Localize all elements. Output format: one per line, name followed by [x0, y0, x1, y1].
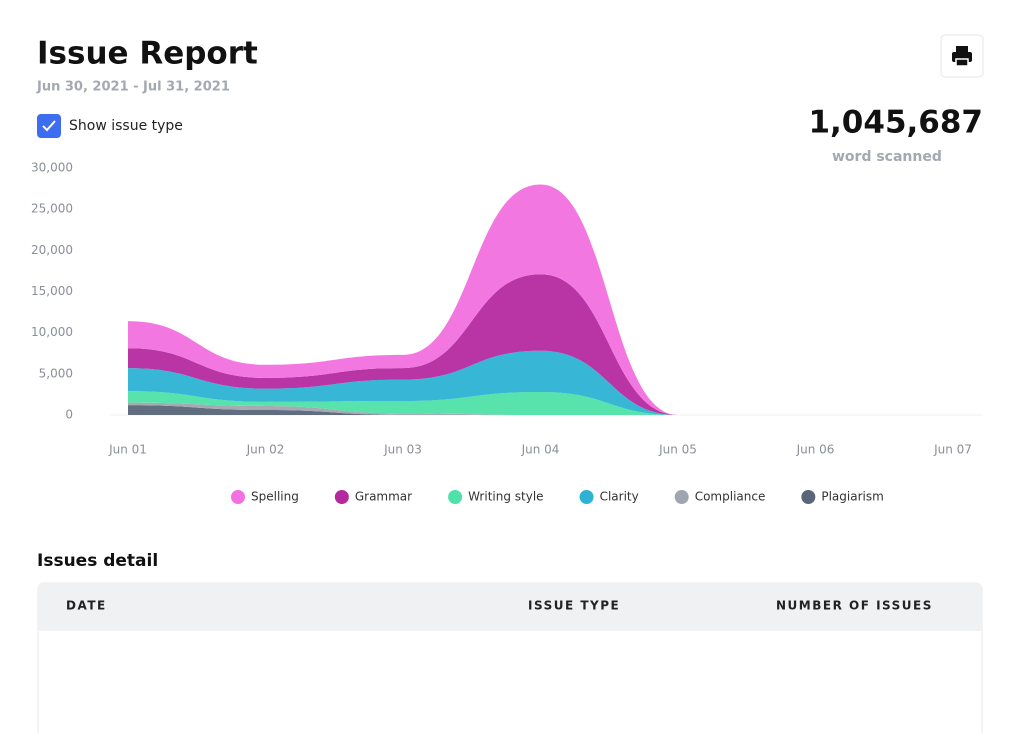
- legend-swatch: [334, 490, 349, 504]
- x-tick-label: Jun 03: [383, 443, 422, 457]
- checkbox-label[interactable]: Show issue type: [69, 118, 183, 134]
- legend-swatch: [674, 490, 689, 504]
- print-icon: [955, 58, 969, 67]
- legend-swatch: [579, 490, 594, 504]
- y-tick-label: 15,000: [31, 284, 73, 298]
- summary-value: 1,045,687: [808, 105, 983, 141]
- legend-label: Compliance: [695, 490, 766, 504]
- area: [128, 402, 678, 415]
- area: [128, 391, 678, 415]
- print-icon: [956, 46, 968, 52]
- checkmark: [42, 120, 56, 132]
- legend-label: Grammar: [355, 490, 412, 504]
- y-tick-label: 10,000: [31, 325, 73, 339]
- table-title: Issues detail: [37, 551, 158, 571]
- y-tick-label: 30,000: [31, 161, 73, 175]
- checkbox-box[interactable]: [37, 114, 61, 138]
- print-button[interactable]: [940, 34, 984, 78]
- x-tick-label: Jun 04: [521, 443, 560, 457]
- legend-swatch: [448, 490, 463, 504]
- x-tick-label: Jun 06: [796, 443, 835, 457]
- y-tick-label: 20,000: [31, 243, 73, 257]
- x-tick-label: Jun 02: [246, 443, 285, 457]
- column-header: DATE: [66, 599, 107, 613]
- chart: 0 5,000 10,000 15,000 20,000 25,000 30,000 Jun …: [31, 161, 983, 504]
- area: [128, 350, 678, 415]
- x-tick-label: Jun 01: [108, 443, 147, 457]
- legend-label: Plagiarism: [821, 490, 883, 504]
- legend-swatch: [801, 490, 816, 504]
- y-tick-label: 5,000: [39, 366, 73, 380]
- page-title: Issue Report: [37, 36, 258, 72]
- summary-caption: word scanned: [832, 149, 942, 165]
- legend-swatch: [231, 490, 245, 504]
- area: [128, 405, 678, 415]
- x-tick-label: Jun 07: [933, 443, 972, 457]
- date-range: Jun 30, 2021 - Jul 31, 2021: [36, 80, 230, 95]
- column-header: NUMBER OF ISSUES: [776, 599, 933, 613]
- legend-label: Writing style: [468, 490, 543, 504]
- area: [128, 184, 678, 415]
- x-tick-label: Jun 05: [658, 443, 697, 457]
- y-tick-label: 0: [65, 408, 73, 422]
- table-header: [38, 583, 982, 631]
- checkbox[interactable]: Show issue type: [37, 114, 183, 138]
- column-header: ISSUE TYPE: [528, 599, 620, 613]
- legend-label: Clarity: [600, 490, 639, 504]
- legend-label: Spelling: [251, 490, 299, 504]
- area: [128, 274, 678, 415]
- y-tick-label: 25,000: [31, 202, 73, 216]
